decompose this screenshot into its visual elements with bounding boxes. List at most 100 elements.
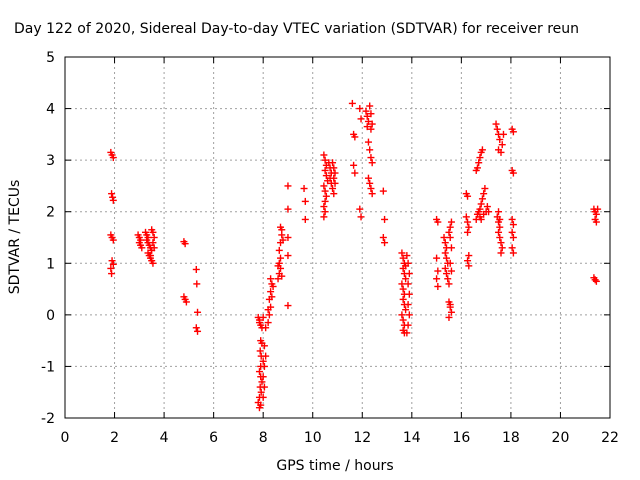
y-tick-label: -1 [41, 359, 55, 375]
data-point [320, 151, 328, 159]
data-point [447, 308, 455, 316]
data-point [259, 393, 267, 401]
data-point [443, 270, 450, 278]
plot-frame [64, 56, 611, 419]
data-point [446, 259, 454, 267]
data-point [351, 169, 359, 177]
data-point [508, 244, 516, 252]
data-point [320, 203, 328, 211]
data-point [399, 295, 407, 303]
data-point [321, 208, 329, 216]
data-point [265, 311, 273, 319]
x-tick-label: 6 [209, 430, 218, 446]
data-point [509, 169, 517, 177]
data-point [150, 234, 158, 241]
data-point [497, 239, 505, 247]
data-point [368, 120, 376, 128]
data-point [364, 174, 372, 182]
data-point [255, 319, 263, 327]
x-tick-label: 8 [259, 430, 268, 446]
data-point [107, 264, 115, 272]
data-point [331, 169, 339, 177]
data-point [194, 308, 202, 316]
data-point [405, 311, 413, 319]
data-point [402, 262, 410, 270]
data-point [402, 306, 410, 314]
data-point [478, 195, 486, 203]
x-tick-label: 0 [61, 430, 70, 446]
data-point [508, 228, 516, 236]
data-point [399, 254, 407, 262]
data-point [433, 275, 441, 283]
data-point [284, 205, 292, 213]
data-point [441, 264, 449, 272]
data-point [509, 128, 517, 136]
data-point [148, 246, 156, 254]
data-point [357, 115, 365, 123]
data-point [480, 190, 488, 198]
data-point [109, 260, 117, 268]
data-point [255, 368, 263, 376]
data-point [366, 102, 374, 110]
data-point [192, 324, 200, 332]
data-point [301, 197, 309, 205]
data-point [257, 401, 265, 409]
data-point [495, 208, 503, 216]
data-point [366, 179, 374, 187]
data-point [434, 218, 442, 226]
data-point [277, 254, 285, 262]
data-point [476, 205, 484, 213]
data-point [446, 234, 454, 241]
data-point [445, 280, 453, 288]
data-point [320, 182, 328, 190]
data-point [260, 342, 268, 350]
data-point [434, 267, 442, 275]
data-point [367, 154, 375, 162]
data-point [267, 275, 275, 283]
data-point [404, 321, 412, 329]
data-point [351, 133, 359, 141]
data-point [279, 236, 287, 244]
data-point [350, 161, 358, 169]
data-point [367, 110, 375, 118]
data-point [331, 179, 339, 187]
data-point [256, 347, 264, 355]
data-point [149, 228, 157, 236]
y-tick-label: 3 [46, 153, 55, 169]
data-point [478, 146, 486, 154]
data-point [368, 159, 376, 167]
data-point [278, 226, 286, 234]
data-point [269, 282, 277, 290]
data-point [348, 99, 356, 107]
data-point [274, 262, 282, 270]
data-point [481, 185, 489, 193]
data-point [364, 117, 372, 125]
data-point [267, 288, 275, 296]
data-point [194, 327, 202, 335]
y-axis-label: SDTVAR / TECUs [7, 180, 23, 295]
data-point [257, 388, 265, 396]
data-point [441, 249, 449, 257]
data-point [329, 159, 337, 167]
data-point [496, 234, 504, 241]
data-point [496, 223, 504, 231]
data-point [301, 215, 309, 223]
data-point [379, 234, 387, 241]
data-point [592, 277, 600, 285]
data-point [278, 272, 286, 280]
data-point [321, 197, 329, 205]
data-point [405, 270, 413, 278]
data-point [300, 185, 308, 193]
data-point [403, 252, 411, 260]
data-point [405, 290, 413, 298]
data-point [476, 154, 484, 162]
data-point [149, 239, 157, 247]
data-point [320, 213, 328, 221]
data-point [497, 249, 505, 257]
x-tick-label: 12 [353, 430, 371, 446]
x-tick-label: 18 [502, 430, 520, 446]
y-tick-label: 1 [46, 256, 55, 272]
y-tick-label: 4 [46, 102, 55, 118]
data-point [322, 172, 330, 180]
